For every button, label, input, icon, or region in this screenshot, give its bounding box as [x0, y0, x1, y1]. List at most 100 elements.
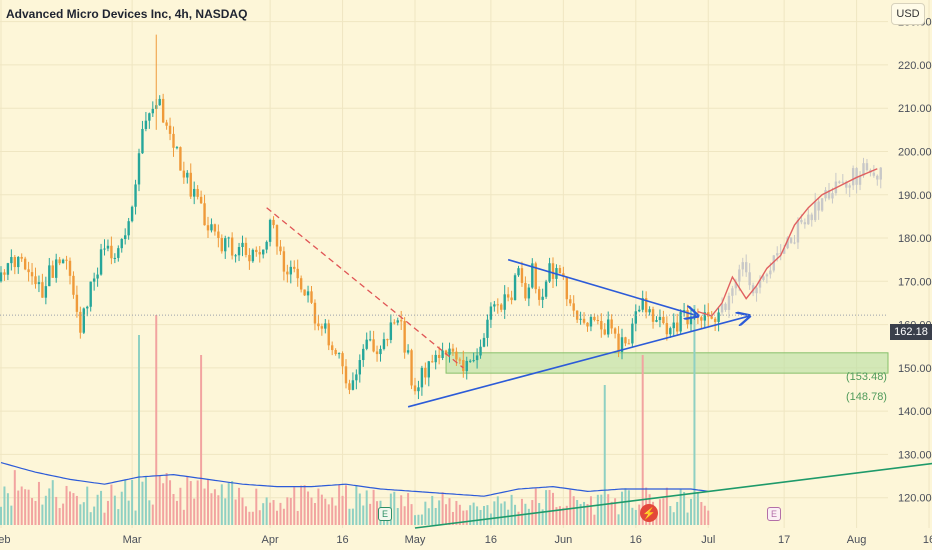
candle-body [431, 361, 434, 363]
earnings-event-icon[interactable]: E [378, 507, 392, 521]
candle-body [717, 312, 720, 322]
candle-body [351, 380, 355, 390]
candle-body [275, 225, 279, 247]
volume-bar [175, 500, 178, 525]
volume-bar [331, 497, 334, 525]
volume-bar [576, 500, 579, 525]
volume-bar [686, 512, 689, 525]
volume-bar [555, 507, 558, 525]
candle-body [320, 326, 324, 329]
candle-body [130, 206, 134, 222]
candle-body [544, 281, 548, 297]
volume-bar [196, 480, 199, 525]
volume-bar [172, 493, 175, 525]
volume-bar [265, 497, 268, 525]
volume-bar [410, 504, 413, 525]
volume-bar [420, 514, 423, 525]
volume-bar [458, 504, 461, 525]
candle-body [241, 242, 244, 248]
candle-body [282, 251, 286, 272]
volume-bar [324, 498, 327, 525]
volume-bar [0, 506, 2, 525]
volume-bar [693, 305, 696, 525]
candle-body [86, 306, 89, 309]
candle-body [10, 257, 13, 264]
volume-bar [431, 495, 434, 525]
volume-bar [31, 497, 34, 525]
volume-bar [589, 496, 592, 525]
candle-body [337, 353, 341, 355]
candle-body [65, 259, 68, 261]
volume-bar [465, 510, 468, 525]
candle-body [265, 241, 268, 250]
candle-body [593, 316, 596, 321]
support-zone-high-label: (153.48) [846, 371, 887, 383]
x-axis-tick-label: Jun [554, 534, 572, 546]
volume-bar [707, 510, 710, 525]
candle-body [286, 271, 289, 275]
x-axis-tick-label: 16 [485, 534, 497, 546]
volume-bar [189, 481, 192, 525]
candle-body [251, 249, 255, 262]
volume-bar [317, 488, 320, 525]
currency-button[interactable]: USD [891, 3, 925, 25]
candle-body [865, 163, 869, 171]
candle-body [106, 245, 110, 249]
volume-bar [541, 509, 544, 525]
volume-bar [51, 480, 54, 525]
dividend-event-icon[interactable]: ⚡ [640, 504, 658, 522]
candle-body [303, 289, 306, 296]
y-axis-tick-label: 220.00 [898, 60, 932, 72]
volume-bar [113, 495, 116, 525]
candle-body [51, 265, 54, 278]
candle-body [220, 237, 223, 252]
candle-body [193, 188, 196, 197]
candle-body [34, 276, 37, 285]
volume-bar [558, 506, 561, 525]
y-axis-tick-label: 190.00 [898, 190, 932, 202]
candle-body [244, 242, 248, 255]
candle-body [455, 351, 458, 360]
volume-bar [417, 514, 420, 525]
volume-bar [348, 508, 351, 525]
volume-bar [20, 486, 23, 525]
candle-body [851, 168, 855, 186]
candle-body [148, 113, 151, 121]
volume-bar [279, 502, 282, 525]
candle-body [638, 309, 641, 312]
candle-body [496, 304, 499, 306]
volume-bar [231, 481, 234, 525]
candle-body [762, 276, 765, 280]
candle-body [703, 312, 706, 321]
candle-body [427, 361, 430, 378]
volume-bar [665, 487, 668, 525]
earnings-event-icon[interactable]: E [767, 507, 781, 521]
candle-body [55, 259, 58, 278]
volume-bar [572, 496, 575, 525]
candle-body [355, 374, 358, 381]
candle-body [196, 188, 199, 197]
volume-bar [448, 498, 451, 525]
candle-body [179, 147, 182, 171]
candle-body [375, 351, 379, 355]
volume-bar [320, 494, 323, 525]
volume-bar [503, 501, 506, 525]
candle-body [817, 201, 820, 211]
volume-bar [41, 504, 44, 525]
candle-body [272, 219, 275, 226]
volume-bar [13, 470, 16, 525]
candle-body [641, 298, 644, 310]
volume-bar [200, 355, 203, 525]
volume-bar [593, 514, 596, 525]
candle-body [306, 291, 310, 296]
volume-bar [355, 485, 358, 525]
candle-body [589, 316, 593, 327]
candle-body [541, 296, 544, 300]
volume-bar [3, 486, 6, 525]
candle-body [213, 224, 217, 232]
candle-body [424, 367, 427, 378]
candle-body [44, 286, 48, 298]
candle-body [562, 273, 565, 277]
candle-body [862, 163, 865, 176]
